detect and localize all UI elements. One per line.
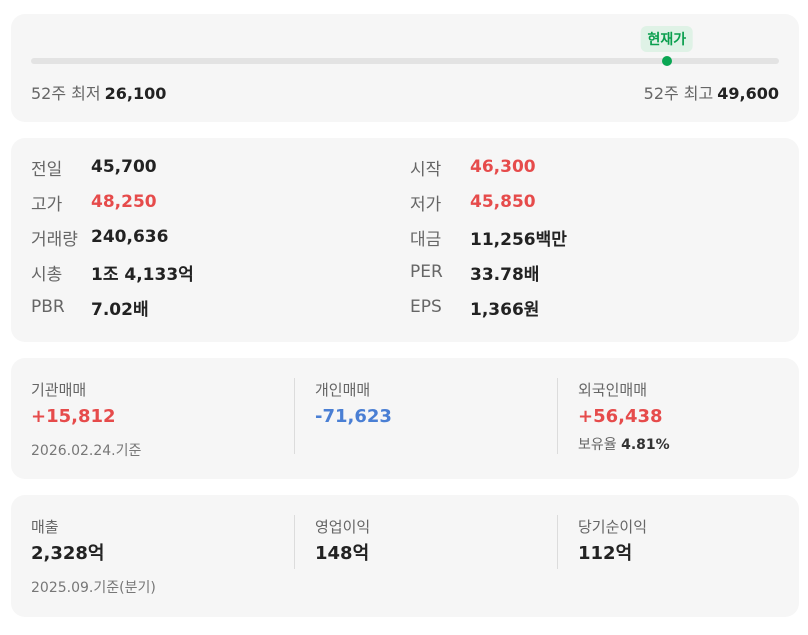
stat-item: 전일 45,700 [31, 156, 410, 180]
stat-label: 시총 [31, 264, 63, 285]
stat-value: 46,300 [470, 157, 536, 177]
investor-trading-card: 기관매매 +15,812 개인매매 -71,623 외국인매매 +56,438 … [11, 358, 799, 479]
financial-label: 매출 [31, 518, 59, 536]
week52-low-label: 52주 최저 [31, 84, 101, 103]
trading-label: 기관매매 [31, 381, 87, 399]
stats-grid: 전일 45,700 시작 46,300 고가 48,250 저가 45,850 거래량 2… [31, 156, 791, 320]
revenue: 매출 2,328억 [31, 515, 294, 569]
financial-label: 당기순이익 [578, 518, 648, 536]
stat-item: 시작 46,300 [410, 156, 789, 180]
stat-label: 고가 [31, 194, 63, 215]
holding-ratio: 보유율 4.81% [578, 434, 781, 454]
stat-label: 저가 [410, 194, 442, 215]
holding-ratio-label: 보유율 [578, 437, 617, 453]
financial-value: 112억 [578, 543, 633, 564]
week52-high: 52주 최고 49,600 [644, 80, 779, 104]
trading-label: 개인매매 [315, 381, 371, 399]
current-price-badge: 현재가 [640, 26, 694, 52]
week52-high-value: 49,600 [717, 84, 779, 103]
week52-low-value: 26,100 [104, 84, 167, 103]
stat-item: 고가 48,250 [31, 191, 410, 215]
net-income: 당기순이익 112억 [557, 515, 791, 569]
price-range-card: 현재가 52주 최저 26,100 52주 최고 49,600 [11, 14, 799, 122]
financial-value: 148억 [315, 543, 370, 564]
stat-value: 1조 4,133억 [91, 264, 194, 285]
stat-value: 33.78배 [470, 264, 540, 285]
trading-columns: 기관매매 +15,812 개인매매 -71,623 외국인매매 +56,438 … [31, 378, 791, 454]
stat-value: 240,636 [91, 227, 169, 247]
operating-profit: 영업이익 148억 [294, 515, 557, 569]
institution-trading: 기관매매 +15,812 [31, 378, 294, 454]
price-stats-card: 전일 45,700 시작 46,300 고가 48,250 저가 45,850 거래량 2… [11, 138, 799, 342]
current-price-marker [661, 56, 672, 66]
stat-item: EPS 1,366원 [410, 296, 789, 320]
stat-item: 시총 1조 4,133억 [31, 261, 410, 285]
stat-label: 전일 [31, 159, 63, 180]
stat-item: 거래량 240,636 [31, 226, 410, 250]
stat-item: 대금 11,256백만 [410, 226, 789, 250]
individual-trading: 개인매매 -71,623 [294, 378, 557, 454]
financial-value: 2,328억 [31, 543, 105, 564]
trading-label: 외국인매매 [578, 381, 648, 399]
holding-ratio-value: 4.81% [621, 437, 670, 453]
stat-item: PER 33.78배 [410, 261, 789, 285]
range-track [31, 56, 779, 66]
stat-label: 대금 [410, 229, 442, 250]
foreign-trading: 외국인매매 +56,438 보유율 4.81% [557, 378, 791, 454]
financial-columns: 매출 2,328억 영업이익 148억 당기순이익 112억 [31, 515, 791, 569]
stat-value: 45,850 [470, 192, 536, 212]
week52-low: 52주 최저 26,100 [31, 80, 166, 104]
week52-high-label: 52주 최고 [643, 84, 714, 103]
stat-label: PER [410, 262, 443, 282]
financial-date-note: 2025.09.기준(분기) [31, 580, 156, 596]
trading-value: +15,812 [31, 406, 116, 427]
stat-value: 1,366원 [470, 299, 540, 320]
stat-label: EPS [410, 297, 442, 317]
stat-label: PBR [31, 297, 65, 317]
stat-value: 11,256백만 [470, 229, 567, 250]
financial-label: 영업이익 [315, 518, 371, 536]
stat-value: 48,250 [91, 192, 157, 212]
stat-label: 거래량 [31, 229, 78, 250]
stat-item: PBR 7.02배 [31, 296, 410, 320]
trading-value: +56,438 [578, 406, 663, 427]
stat-label: 시작 [410, 159, 442, 180]
trading-value: -71,623 [315, 406, 392, 427]
stat-item: 저가 45,850 [410, 191, 789, 215]
stat-value: 45,700 [91, 157, 157, 177]
trading-date-note: 2026.02.24.기준 [31, 443, 142, 459]
financials-card: 매출 2,328억 영업이익 148억 당기순이익 112억 2025.09.기… [11, 495, 799, 617]
stat-value: 7.02배 [91, 299, 149, 320]
